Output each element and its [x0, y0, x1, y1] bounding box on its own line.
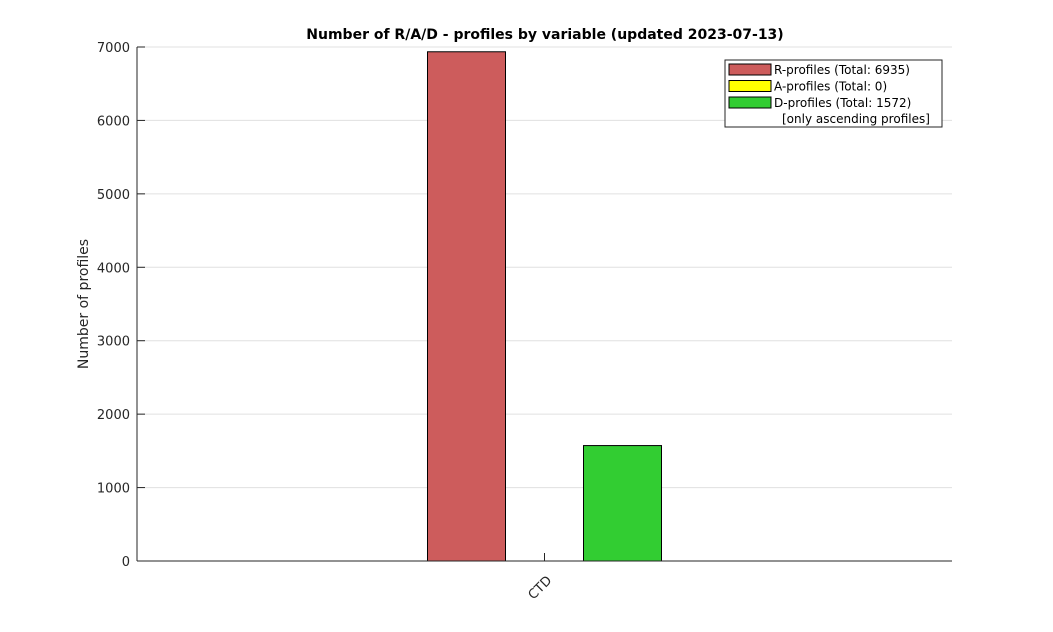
y-tick-label: 5000	[97, 188, 130, 203]
y-tick-label: 7000	[97, 41, 130, 56]
legend: R-profiles (Total: 6935) A-profiles (Tota…	[724, 59, 943, 128]
legend-entry: D-profiles (Total: 1572)	[774, 96, 911, 110]
legend-swatch	[728, 63, 772, 76]
y-tick-label: 1000	[97, 482, 130, 497]
y-tick-label: 0	[122, 555, 130, 570]
legend-entry: R-profiles (Total: 6935)	[774, 63, 910, 77]
y-tick-label: 4000	[97, 261, 130, 276]
legend-swatch	[728, 96, 772, 109]
y-tick-label: 6000	[97, 114, 130, 129]
plot-area: CTD 0 1000 2000 3000 4000 5000 6000 7000	[97, 41, 952, 603]
y-tick-label: 3000	[97, 335, 130, 350]
legend-entry: A-profiles (Total: 0)	[774, 80, 887, 94]
bar-r-profiles	[427, 51, 506, 562]
chart-title: Number of R/A/D - profiles by variable (…	[306, 27, 783, 43]
legend-swatch	[728, 80, 772, 92]
bar-d-profiles	[583, 445, 662, 562]
legend-note: [only ascending profiles]	[782, 112, 930, 126]
x-tick-label: CTD	[526, 573, 556, 603]
y-tick-label: 2000	[97, 408, 130, 423]
y-axis-label: Number of profiles	[76, 239, 92, 369]
